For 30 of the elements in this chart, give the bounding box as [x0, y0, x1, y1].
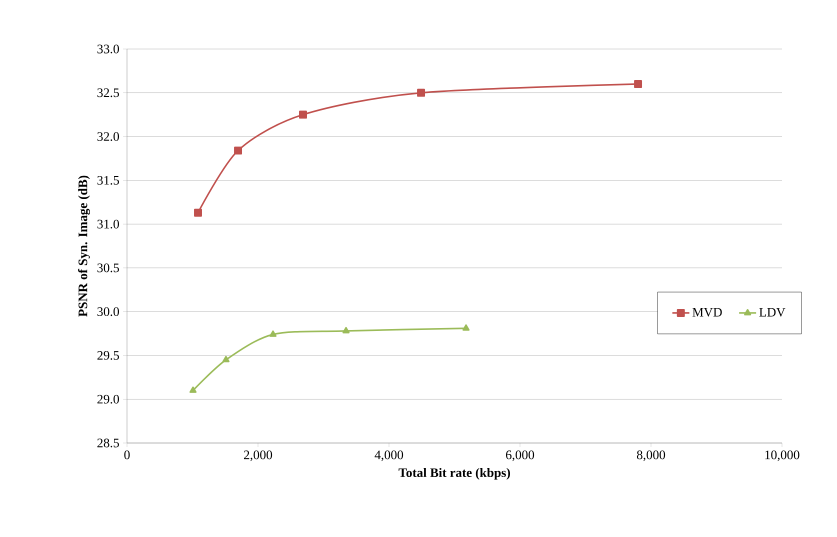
point: [194, 208, 202, 217]
x-tick-label: 8,000: [636, 450, 666, 462]
y-tick-label: 32.5: [97, 88, 119, 98]
x-axis-title: Total Bit rate (kbps): [398, 468, 510, 480]
y-tick-label: 32.0: [97, 132, 120, 141]
y-tick-label: 29.5: [97, 351, 119, 360]
x-tick-label: 6,000: [506, 450, 534, 462]
y-tick-label: 29.0: [97, 394, 120, 404]
legend-label: MVD: [692, 308, 722, 317]
x-tick-label: 2,000: [244, 450, 272, 462]
x-tick-label: 0: [124, 450, 130, 460]
point: [299, 110, 307, 119]
point: [462, 324, 470, 331]
point: [222, 356, 230, 362]
point: [342, 326, 350, 334]
point: [269, 330, 277, 337]
point: [234, 146, 242, 155]
point: [417, 88, 426, 97]
y-tick-label: 33.0: [97, 44, 120, 54]
x-tick-label: 10,000: [765, 450, 800, 462]
y-tick-label: 30.0: [97, 307, 120, 316]
y-tick-label: 30.5: [97, 263, 119, 272]
y-tick-label: 28.5: [97, 438, 119, 448]
y-tick-label: 31.0: [97, 220, 120, 229]
legend-label: LDV: [759, 308, 786, 317]
point: [189, 386, 197, 393]
x-tick-label: 4,000: [374, 450, 404, 462]
point: [634, 80, 642, 88]
y-axis-title: PSNR of Syn. Image (dB): [78, 176, 90, 317]
y-tick-label: 31.5: [97, 176, 119, 185]
